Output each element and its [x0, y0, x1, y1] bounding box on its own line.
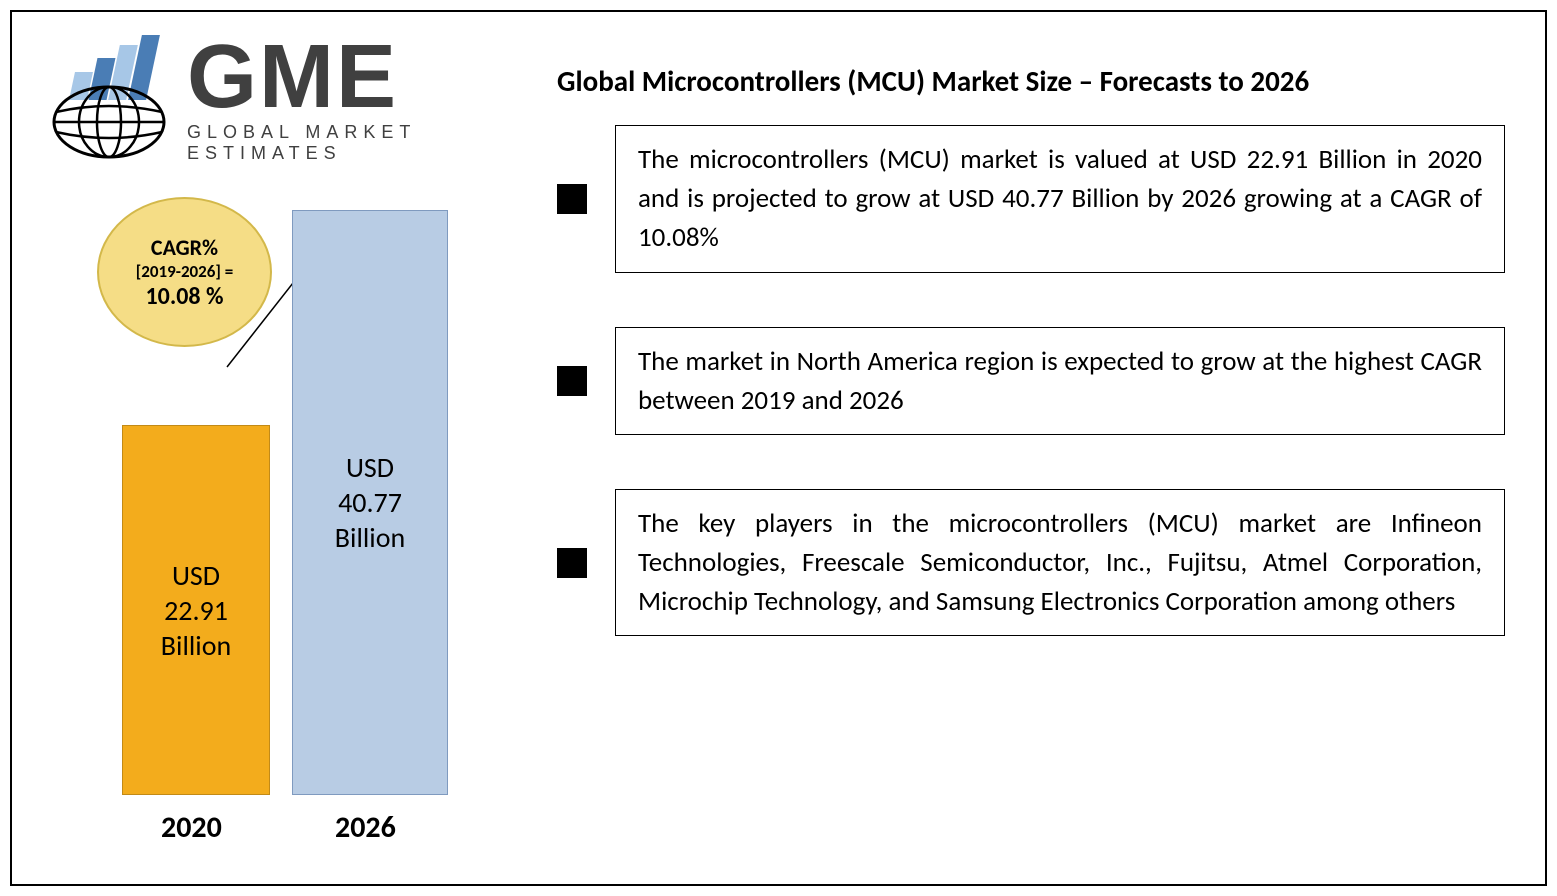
bullet-row: The key players in the microcontrollers … — [557, 489, 1505, 636]
bar-label: USD — [346, 450, 394, 485]
bullet-square-icon — [557, 548, 587, 578]
bar-label: Billion — [161, 628, 231, 663]
page-title: Global Microcontrollers (MCU) Market Siz… — [557, 62, 1505, 101]
infographic-frame: GME GLOBAL MARKET ESTIMATES CAGR% [2019-… — [10, 10, 1547, 886]
bullet-text: The market in North America region is ex… — [615, 327, 1505, 435]
bar-label: Billion — [335, 520, 405, 555]
gme-logo: GME GLOBAL MARKET ESTIMATES — [32, 27, 502, 187]
globe-icon — [52, 82, 167, 162]
bullet-square-icon — [557, 184, 587, 214]
x-label-2026: 2026 — [335, 809, 396, 846]
bullet-square-icon — [557, 366, 587, 396]
logo-subtitle: GLOBAL MARKET ESTIMATES — [187, 122, 502, 164]
bar-label: USD — [172, 558, 220, 593]
bullet-text: The microcontrollers (MCU) market is val… — [615, 125, 1505, 272]
bar-2026: USD 40.77 Billion — [292, 210, 448, 795]
bars-wrap: USD 22.91 Billion USD 40.77 Billion 2020… — [122, 197, 472, 827]
x-label-2020: 2020 — [161, 809, 222, 846]
bullet-text: The key players in the microcontrollers … — [615, 489, 1505, 636]
bar-chart: CAGR% [2019-2026] = 10.08 % USD 22.91 Bi… — [97, 197, 497, 847]
text-column: Global Microcontrollers (MCU) Market Siz… — [557, 62, 1505, 844]
logo-main-text: GME — [187, 37, 502, 118]
bar-label: 40.77 — [338, 485, 402, 520]
bar-label: 22.91 — [164, 593, 228, 628]
bullet-row: The market in North America region is ex… — [557, 327, 1505, 435]
bullet-row: The microcontrollers (MCU) market is val… — [557, 125, 1505, 272]
logo-text: GME GLOBAL MARKET ESTIMATES — [187, 37, 502, 164]
bar-2020: USD 22.91 Billion — [122, 425, 270, 795]
